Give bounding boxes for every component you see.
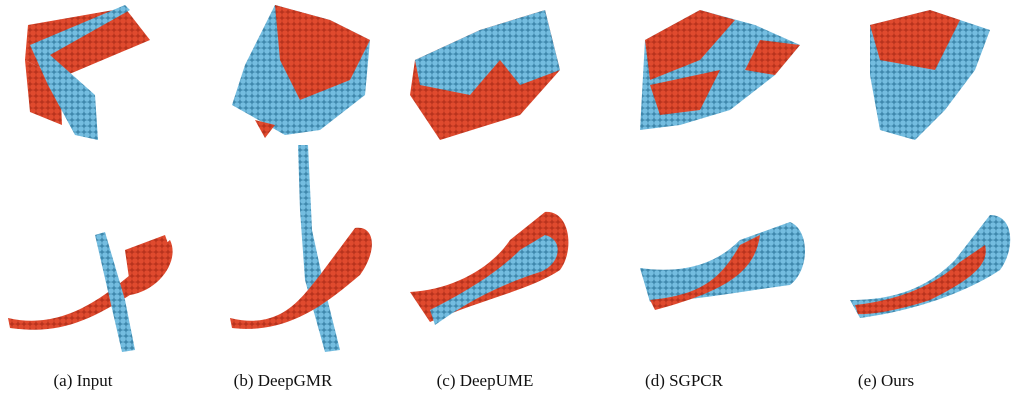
panel-e — [850, 10, 1010, 318]
red-cloud — [125, 235, 172, 285]
caption: (d) SGPCR — [645, 371, 724, 390]
panel-d — [640, 10, 805, 310]
panel-b — [230, 5, 372, 352]
caption: (e) Ours — [858, 371, 914, 390]
blue-cloud — [298, 145, 340, 352]
figure: (a) Input (b) DeepGMR (c) DeepUME (d) SG… — [0, 0, 1021, 404]
red-cloud — [230, 228, 372, 329]
panel-a — [8, 5, 173, 352]
page: (a) Input (b) DeepGMR (c) DeepUME (d) SG… — [0, 0, 1021, 404]
blue-cloud — [640, 222, 805, 302]
panel-c — [410, 10, 568, 325]
caption: (c) DeepUME — [437, 371, 534, 390]
caption: (a) Input — [53, 371, 112, 390]
caption: (b) DeepGMR — [234, 371, 333, 390]
